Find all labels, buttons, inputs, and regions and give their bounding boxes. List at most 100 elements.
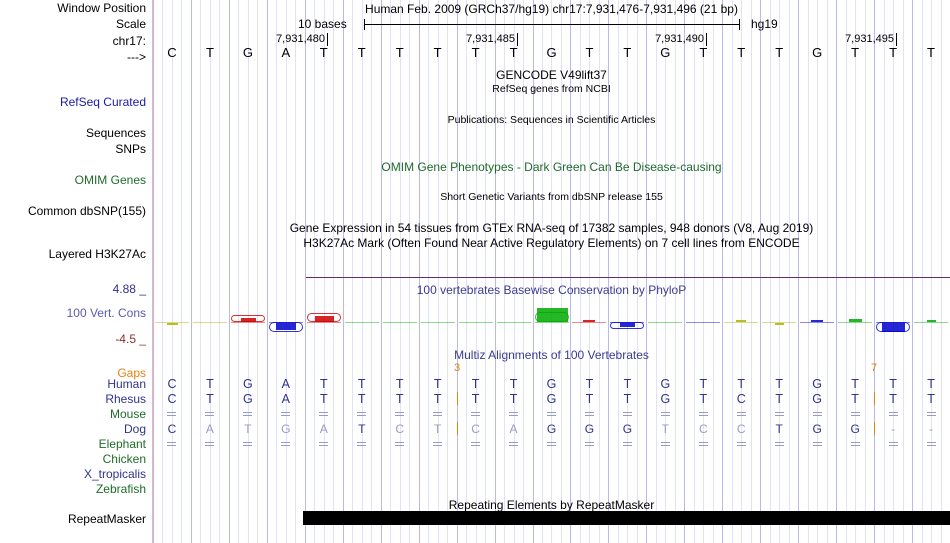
sidebar-label-window-position[interactable]: Window Position [57,1,146,15]
track-title-refseq[interactable]: RefSeq genes from NCBI [492,83,611,95]
gridline-major [191,0,192,543]
alignment-base-rhesus: A [281,392,290,406]
sidebar-label-elephant[interactable]: Elephant [98,437,146,451]
ruler-coordinate: 7,931,485 [466,33,515,45]
sidebar-label-omim-genes[interactable]: OMIM Genes [74,173,146,187]
alignment-base-dog: T [358,422,366,436]
sidebar-label-mouse[interactable]: Mouse [109,407,146,421]
alignment-gap-mark [205,412,215,416]
alignment-base-dog: T [661,422,670,436]
gridline-minor [371,0,372,543]
alignment-gap-mark [850,442,860,446]
sidebar-label-100-vert-cons[interactable]: 100 Vert. Cons [66,306,146,320]
alignment-base-human: C [167,377,177,391]
alignment-base-rhesus: T [433,392,442,406]
gridline-major [343,0,344,543]
sidebar-label-[interactable]: ---> [127,50,146,64]
alignment-base-dog: T [775,422,783,436]
conservation-bar [620,323,635,327]
gridline-major [608,0,609,543]
sidebar-label-4-88[interactable]: 4.88 _ [112,282,146,296]
conservation-bar [927,320,936,322]
track-title-gtex[interactable]: Gene Expression in 54 tissues from GTEx … [289,221,814,235]
gridline-minor [333,0,334,543]
ruler-base: T [205,45,214,60]
insertion-tick [874,392,875,405]
gridline-minor [931,0,932,543]
gridline-minor [162,0,163,543]
sidebar-label-rhesus[interactable]: Rhesus [105,392,146,406]
alignment-gap-mark [167,442,177,446]
sidebar-label-common-dbsnp-155[interactable]: Common dbSNP(155) [27,204,146,218]
alignment-base-dog: - [891,422,896,436]
alignment-gap-mark [774,442,784,446]
gridline-minor [922,0,923,543]
sidebar-label-dog[interactable]: Dog [123,422,146,436]
conservation-outline [610,322,644,329]
gridline-minor [476,0,477,543]
alignment-gap-mark [736,412,746,416]
sidebar-label-x-tropicalis[interactable]: X_tropicalis [83,467,146,481]
insertion-tick [874,422,875,435]
sidebar-label-layered-h3k27ac[interactable]: Layered H3K27Ac [48,247,146,261]
conservation-bar [276,323,296,330]
ruler-base: T [851,45,860,60]
gridline-minor [893,0,894,543]
sidebar-label-chr17[interactable]: chr17: [112,34,146,48]
track-title-dbsnp[interactable]: Short Genetic Variants from dbSNP releas… [440,191,663,203]
sidebar-label-refseq-curated[interactable]: RefSeq Curated [59,95,146,109]
alignment-base-human: T [737,377,746,391]
alignment-base-human: T [623,377,632,391]
sidebar-label-gaps[interactable]: Gaps [117,366,146,380]
alignment-base-human: G [546,377,557,391]
conservation-baseline [800,322,834,323]
ruler-base: A [281,45,291,60]
track-title-repeatmasker[interactable]: Repeating Elements by RepeatMasker [448,498,655,512]
sidebar-label-4-5[interactable]: -4.5 _ [115,332,146,346]
gridline-major [419,0,420,543]
gridline-minor [210,0,211,543]
scale-bar [364,19,740,30]
alignment-base-dog: G [546,422,557,436]
track-title-phylop[interactable]: 100 vertebrates Basewise Conservation by… [416,283,687,297]
track-label-sidebar: Window Position Scale chr17: ---> RefSeq Cur… [0,0,152,543]
alignment-base-human: T [319,377,328,391]
conservation-baseline [497,322,531,323]
gridline-minor [466,0,467,543]
alignment-base-rhesus: T [471,392,480,406]
alignment-base-dog: A [205,422,214,436]
ruler-coordinate: 7,931,490 [655,33,704,45]
ruler-tick [517,33,518,46]
browser-data-pane[interactable]: Human Feb. 2009 (GRCh37/hg19) chr17:7,93… [153,0,950,543]
gridline-major [798,0,799,543]
ruler-base: T [737,45,746,60]
gridline-minor [903,0,904,543]
ruler-base: T [927,45,935,60]
sidebar-label-human[interactable]: Human [107,377,146,391]
sidebar-label-chicken[interactable]: Chicken [102,452,146,466]
gridline-minor [238,0,239,543]
sidebar-label-zebrafish[interactable]: Zebrafish [95,482,146,496]
gridline-minor [219,0,220,543]
ruler-base: T [699,45,708,60]
sidebar-label-scale[interactable]: Scale [115,17,146,31]
track-title-h3k27ac[interactable]: H3K27Ac Mark (Often Found Near Active Re… [303,236,800,250]
gridline-minor [789,0,790,543]
repeatmasker-bar[interactable] [303,511,950,525]
alignment-gap-mark [471,412,481,416]
gridline-major [912,0,913,543]
gridline-minor [589,0,590,543]
track-title-gencode[interactable]: GENCODE V49lift37 [496,68,607,82]
gridline-minor [941,0,942,543]
conservation-baseline [345,322,379,323]
gridline-minor [523,0,524,543]
gridline-minor [808,0,809,543]
sidebar-label-sequences[interactable]: Sequences [85,126,146,140]
sidebar-label-repeatmasker[interactable]: RepeatMasker [67,512,146,526]
track-title-publications[interactable]: Publications: Sequences in Scientific Ar… [447,114,656,126]
insertion-count: 3 [453,362,461,374]
track-title-omim[interactable]: OMIM Gene Phenotypes - Dark Green Can Be… [381,160,722,174]
alignment-base-dog: G [850,422,860,436]
track-title-multiz[interactable]: Multiz Alignments of 100 Vertebrates [454,348,649,362]
sidebar-label-snps[interactable]: SNPs [115,142,146,156]
